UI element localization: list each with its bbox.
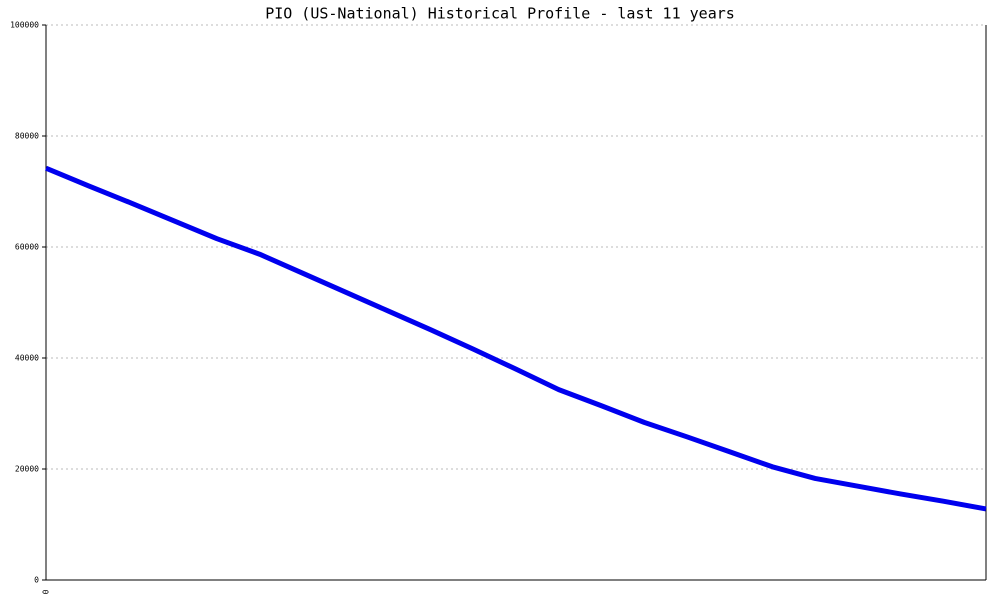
data-line xyxy=(45,165,987,512)
y-tick-label: 60000 xyxy=(15,243,39,252)
y-tick-label: 40000 xyxy=(15,354,39,363)
y-tick-label: 100000 xyxy=(10,21,39,30)
y-tick-label: 0 xyxy=(34,576,39,585)
x-tick-label: 0 xyxy=(42,589,51,594)
y-tick-label: 20000 xyxy=(15,465,39,474)
chart-title: PIO (US-National) Historical Profile - l… xyxy=(265,5,735,23)
y-tick-label: 80000 xyxy=(15,132,39,141)
